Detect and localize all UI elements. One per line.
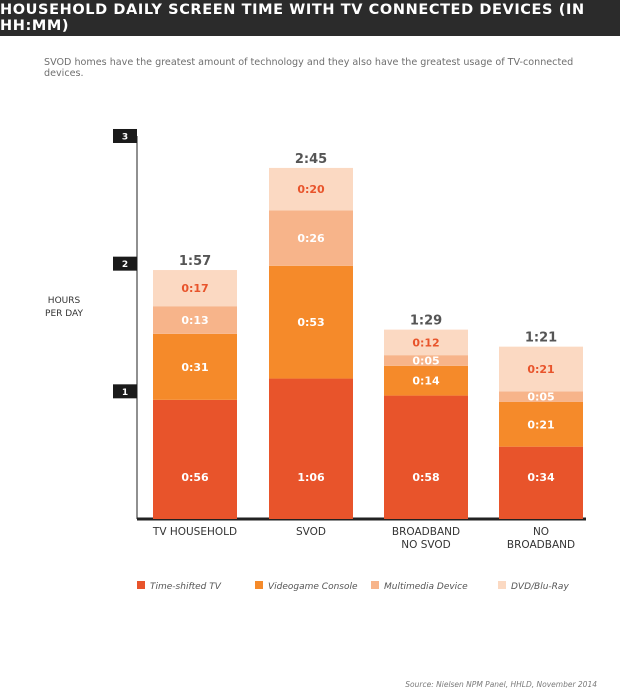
data-label: 0:21 — [527, 363, 554, 376]
x-tick-label: NO — [533, 526, 549, 538]
data-label: 0:56 — [181, 471, 209, 484]
data-label: 0:21 — [527, 418, 554, 431]
data-label: 0:12 — [412, 336, 439, 349]
x-tick-label: SVOD — [296, 526, 326, 538]
y-tick-box — [113, 128, 137, 143]
bar-segment — [153, 306, 237, 334]
bar-segment — [499, 401, 583, 447]
data-label: 0:05 — [527, 391, 554, 404]
data-label: 0:58 — [412, 471, 439, 484]
legend-label: Videogame Console — [268, 582, 358, 592]
data-label: 1:06 — [297, 471, 325, 484]
data-label: 0:31 — [181, 361, 208, 374]
bar-total-label: 1:21 — [525, 331, 557, 346]
bar-total-label: 2:45 — [295, 152, 327, 167]
data-label: 0:05 — [412, 354, 439, 367]
legend-swatch — [371, 581, 379, 589]
data-label: 0:14 — [412, 375, 440, 388]
x-tick-label: BROADBAND — [507, 539, 575, 551]
chart-subtitle: SVOD homes have the greatest amount of t… — [44, 57, 574, 79]
bar-segment — [384, 329, 468, 356]
chart-title: HOUSEHOLD DAILY SCREEN TIME WITH TV CONN… — [0, 2, 585, 34]
bar-segment — [384, 395, 468, 519]
legend-label: Time-shifted TV — [150, 582, 222, 592]
y-tick-box — [113, 256, 137, 271]
bar-total-label: 1:57 — [179, 254, 211, 269]
bar-segment — [269, 378, 353, 519]
legend-label: Multimedia Device — [384, 582, 468, 592]
bar-segment — [499, 346, 583, 392]
source-note: Source: Nielsen NPM Panel, HHLD, Novembe… — [405, 680, 597, 689]
bar-segment — [384, 365, 468, 396]
data-label: 0:53 — [297, 316, 324, 329]
title-bar: HOUSEHOLD DAILY SCREEN TIME WITH TV CONN… — [0, 0, 620, 36]
bar-segment — [269, 265, 353, 379]
bar-segment — [269, 210, 353, 266]
data-label: 0:13 — [181, 314, 208, 327]
y-tick-label: 2 — [122, 260, 128, 270]
y-tick-label: 1 — [122, 388, 128, 398]
data-label: 0:34 — [527, 471, 555, 484]
y-tick-box — [113, 384, 137, 399]
x-tick-label: NO SVOD — [401, 539, 450, 551]
bar-segment — [153, 270, 237, 307]
y-tick-label: 3 — [122, 132, 128, 142]
bar-segment — [499, 391, 583, 402]
y-axis-title: PER DAY — [45, 309, 83, 319]
x-tick-label: TV HOUSEHOLD — [152, 526, 237, 538]
bar-segment — [499, 446, 583, 519]
bar-total-label: 1:29 — [410, 314, 442, 329]
data-label: 0:26 — [297, 232, 325, 245]
bar-segment — [153, 399, 237, 519]
bar-segment — [384, 355, 468, 366]
legend-swatch — [255, 581, 263, 589]
data-label: 0:17 — [181, 282, 208, 295]
data-label: 0:20 — [297, 183, 325, 196]
legend-swatch — [137, 581, 145, 589]
bar-segment — [269, 167, 353, 211]
bar-segment — [153, 333, 237, 400]
y-axis-title: HOURS — [48, 296, 81, 306]
legend-swatch — [498, 581, 506, 589]
x-tick-label: BROADBAND — [392, 526, 460, 538]
legend-label: DVD/Blu-Ray — [511, 582, 569, 592]
